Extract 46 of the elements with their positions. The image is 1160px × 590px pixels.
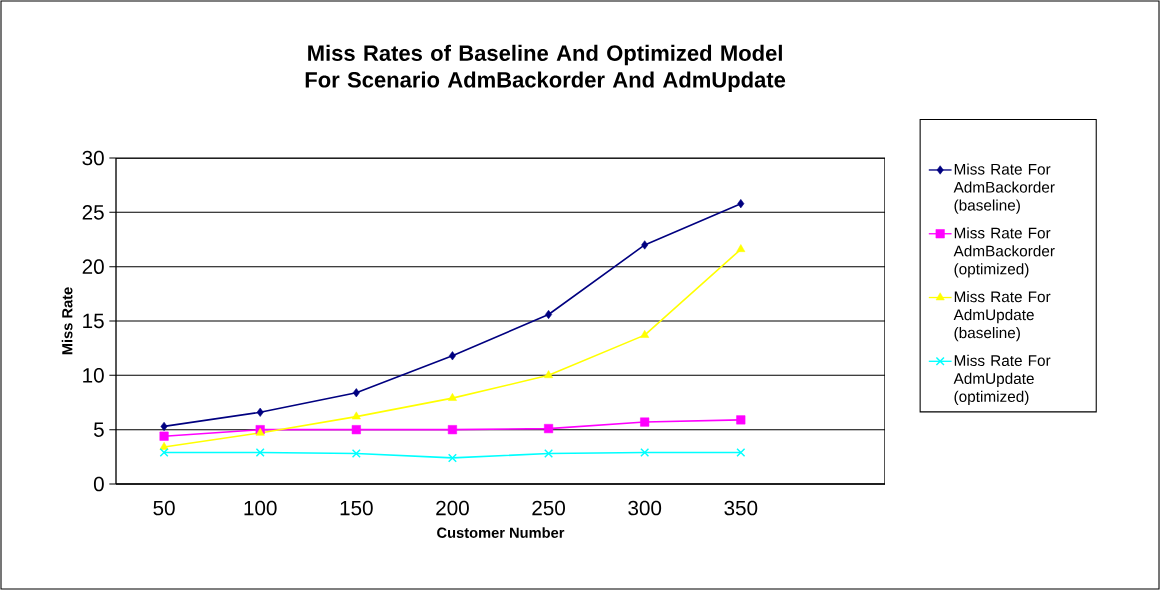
point <box>255 447 265 457</box>
point <box>256 407 264 417</box>
y-tick-label: 5 <box>93 422 104 437</box>
point <box>640 417 650 427</box>
point <box>640 330 650 338</box>
point <box>544 370 553 378</box>
point <box>352 388 360 398</box>
point <box>351 411 361 420</box>
point <box>737 199 745 209</box>
y-axis-title: Miss Rate <box>61 287 73 355</box>
x-tick-label: 150 <box>340 500 373 516</box>
point <box>640 447 650 457</box>
x-tick-label: 200 <box>436 500 469 516</box>
point <box>545 309 553 320</box>
x-tick-label: 350 <box>724 500 758 516</box>
x-tick-label: 250 <box>532 500 565 516</box>
chart-title: Miss Rates of Baseline And Optimized Model For Scenario AdmBackorder And AdmUpdate <box>305 44 786 92</box>
point <box>641 240 649 250</box>
y-tick-label: 0 <box>93 476 104 492</box>
legend-label: Miss Rate For AdmUpdate (baseline) <box>953 290 1051 342</box>
point <box>447 453 457 463</box>
point <box>736 244 746 252</box>
legend-label: Miss Rate For AdmBackorder (optimized) <box>953 227 1055 278</box>
legend-label: Miss Rate For AdmBackorder (baseline) <box>953 163 1055 214</box>
point <box>160 421 168 431</box>
point <box>544 449 554 459</box>
point <box>159 431 169 441</box>
x-tick-label: 100 <box>244 500 277 516</box>
point <box>447 425 457 435</box>
point <box>736 447 746 457</box>
y-tick-label: 20 <box>82 259 104 274</box>
x-tick-label: 50 <box>153 500 175 516</box>
x-tick-label: 300 <box>628 500 662 516</box>
point <box>448 393 457 401</box>
legend-label: Miss Rate For AdmUpdate (optimized) <box>953 354 1051 406</box>
point <box>351 449 361 459</box>
point <box>736 415 746 425</box>
point <box>544 424 554 434</box>
x-axis-title: Customer Number <box>437 527 565 538</box>
y-tick-label: 10 <box>83 368 104 383</box>
y-tick-label: 25 <box>82 205 104 220</box>
y-tick-label: 15 <box>83 313 104 329</box>
point <box>159 447 169 457</box>
point <box>351 425 361 435</box>
point <box>448 351 456 361</box>
y-tick-label: 30 <box>82 150 104 166</box>
